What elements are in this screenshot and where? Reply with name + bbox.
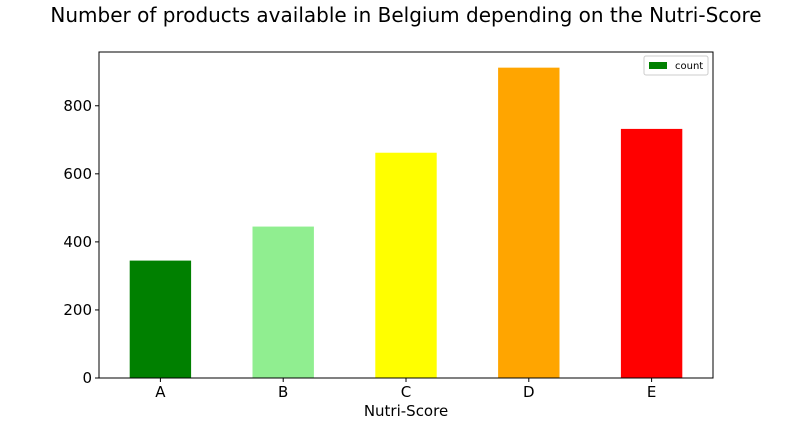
x-axis-label: Nutri-Score bbox=[364, 402, 448, 420]
chart-title: Number of products available in Belgium … bbox=[50, 3, 761, 27]
x-tick-label-d: D bbox=[523, 383, 535, 401]
legend-label-count: count bbox=[675, 61, 703, 72]
x-tick-label-b: B bbox=[278, 383, 288, 401]
y-axis-ticks: 0 200 400 600 800 bbox=[63, 97, 99, 387]
y-tick-label-400: 400 bbox=[63, 233, 92, 251]
bars-layer bbox=[129, 67, 683, 378]
legend: count bbox=[643, 55, 709, 76]
legend-box bbox=[643, 55, 709, 76]
y-tick-label-0: 0 bbox=[82, 369, 92, 387]
y-tick-label-200: 200 bbox=[63, 301, 92, 319]
x-tick-label-e: E bbox=[647, 383, 656, 401]
y-tick-label-800: 800 bbox=[63, 97, 92, 115]
bar-b bbox=[252, 226, 314, 378]
bar-c bbox=[375, 152, 437, 378]
x-tick-label-a: A bbox=[155, 383, 166, 401]
plot-frame bbox=[98, 51, 714, 379]
x-axis-ticks: A B C D E bbox=[155, 378, 656, 401]
legend-swatch bbox=[649, 62, 667, 69]
x-tick-label-c: C bbox=[401, 383, 411, 401]
y-tick-label-600: 600 bbox=[63, 165, 92, 183]
bar-e bbox=[620, 128, 683, 378]
bar-a bbox=[129, 260, 192, 378]
bar-d bbox=[498, 67, 560, 378]
